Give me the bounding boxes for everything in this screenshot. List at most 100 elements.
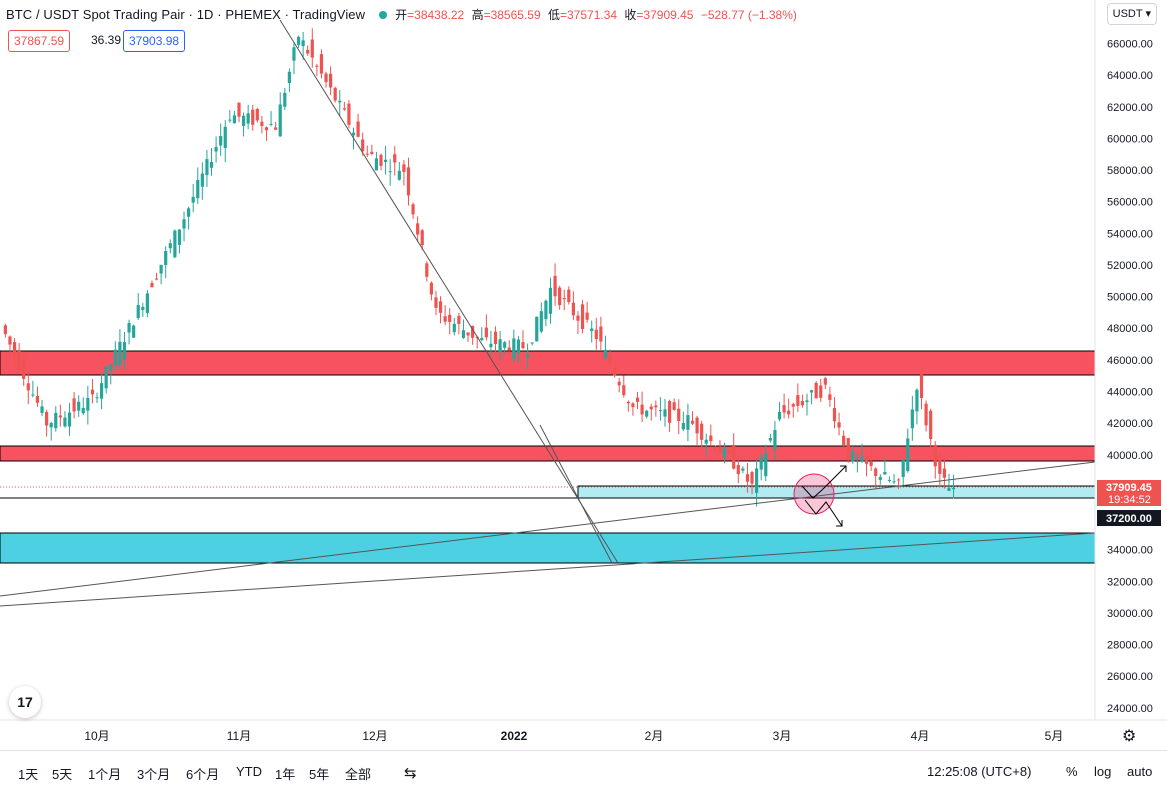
candle-body	[507, 347, 511, 351]
candle-body	[855, 457, 859, 459]
date-range-icon[interactable]: ⇆	[404, 765, 417, 782]
range-all-button[interactable]: 全部	[345, 767, 372, 782]
candle-body	[241, 115, 246, 126]
candle-body	[63, 417, 67, 427]
range-1d-button[interactable]: 1天	[18, 767, 39, 782]
candle-body	[635, 397, 640, 402]
gear-icon[interactable]: ⚙	[1122, 728, 1137, 745]
countdown-label: 19:34:52	[1108, 494, 1151, 506]
candle-body	[759, 456, 763, 470]
candle-body	[67, 412, 72, 427]
candle-body	[525, 354, 530, 358]
candle-body	[342, 108, 346, 110]
candle-body	[732, 444, 736, 469]
candle-body	[306, 49, 310, 54]
candle-body	[443, 316, 447, 322]
candle-body	[631, 403, 635, 408]
candle-body	[910, 409, 914, 429]
candle-body	[187, 208, 191, 217]
candle-body	[35, 396, 40, 403]
range-3m-button[interactable]: 3个月	[137, 767, 171, 782]
price-tick-label: 48000.00	[1107, 323, 1153, 335]
candle-body	[791, 404, 795, 407]
tradingview-logo-icon[interactable]: 17	[9, 686, 41, 718]
candle-body	[498, 339, 502, 353]
candle-body	[805, 400, 809, 403]
candle-body	[947, 487, 951, 491]
price-tick-label: 52000.00	[1107, 260, 1153, 272]
buy-price-button[interactable]: 37903.98	[123, 30, 186, 52]
candle-body	[521, 342, 525, 349]
candle-body	[77, 401, 81, 411]
candle-body	[860, 456, 864, 462]
candle-body	[420, 230, 424, 246]
candle-body	[480, 338, 484, 341]
clock-time[interactable]: 12:25:08 (UTC+8)	[927, 764, 1032, 779]
percent-toggle[interactable]: %	[1066, 764, 1078, 779]
candle-body	[361, 139, 365, 152]
chart-header: BTC / USDT Spot Trading Pair · 1D · PHEM…	[6, 6, 801, 23]
candle-body	[232, 115, 237, 124]
price-chart[interactable]: 66000.00 64000.00 62000.00 60000.00 58000.00…	[0, 0, 1167, 750]
open-value: =38438.22	[407, 8, 465, 22]
candle-body	[49, 422, 53, 428]
candle-body	[773, 429, 777, 450]
candle-body	[906, 438, 910, 472]
rising-trend-line-upper	[0, 461, 1096, 597]
candle-body	[301, 40, 305, 47]
log-toggle[interactable]: log	[1094, 764, 1112, 779]
candle-body	[649, 406, 653, 410]
candle-body	[590, 328, 594, 332]
candle-body	[434, 297, 438, 308]
candle-body	[448, 314, 452, 322]
range-1m-button[interactable]: 1个月	[88, 767, 122, 782]
range-ytd-button[interactable]: YTD	[236, 764, 262, 779]
candle-body	[828, 394, 832, 400]
candle-body	[177, 229, 182, 245]
candle-body	[72, 398, 76, 412]
candle-body	[168, 243, 172, 249]
candle-body	[173, 230, 177, 258]
candle-body	[145, 293, 149, 313]
high-value: =38565.59	[483, 8, 541, 22]
candle-body	[942, 468, 947, 478]
symbol-title[interactable]: BTC / USDT Spot Trading Pair · 1D · PHEM…	[6, 7, 366, 22]
level-badge	[1097, 510, 1161, 526]
candle-body	[580, 304, 585, 330]
candle-body	[95, 397, 99, 399]
last-price-badge	[1097, 480, 1161, 506]
candle-body	[704, 439, 708, 444]
candle-body	[141, 306, 145, 310]
market-status-icon	[379, 10, 388, 19]
candle-body	[800, 400, 805, 406]
candle-body	[58, 415, 62, 418]
candle-body	[99, 383, 104, 399]
time-tick-label: 11月	[227, 729, 251, 743]
range-5y-button[interactable]: 5年	[309, 767, 330, 782]
time-tick-label: 2月	[645, 729, 664, 743]
candle-body	[136, 305, 140, 318]
range-5d-button[interactable]: 5天	[52, 767, 73, 782]
candle-body	[915, 389, 919, 412]
candle-body	[599, 326, 603, 342]
sell-price-button[interactable]: 37867.59	[8, 30, 71, 52]
price-tick-label: 50000.00	[1107, 292, 1153, 304]
bottom-toolbar: 1天 5天 1个月 3个月 6个月 YTD 1年 5年 全部 ⇆ 12:25:0…	[0, 750, 1167, 794]
candle-body	[365, 153, 369, 155]
range-6m-button[interactable]: 6个月	[186, 767, 220, 782]
range-1y-button[interactable]: 1年	[275, 767, 296, 782]
candle-body	[351, 132, 356, 136]
candle-body	[645, 410, 649, 417]
price-tick-label: 32000.00	[1107, 576, 1153, 588]
auto-toggle[interactable]: auto	[1127, 764, 1153, 779]
currency-dropdown[interactable]: USDT ▾	[1106, 3, 1157, 25]
candle-body	[777, 411, 782, 420]
candle-body	[3, 325, 7, 335]
time-tick-label: 2022	[501, 729, 528, 743]
candle-body	[553, 275, 557, 297]
candle-body	[722, 447, 727, 458]
candle-body	[251, 109, 255, 125]
price-tick-label: 44000.00	[1107, 387, 1153, 399]
candle-body	[750, 472, 754, 484]
candle-body	[45, 411, 49, 426]
